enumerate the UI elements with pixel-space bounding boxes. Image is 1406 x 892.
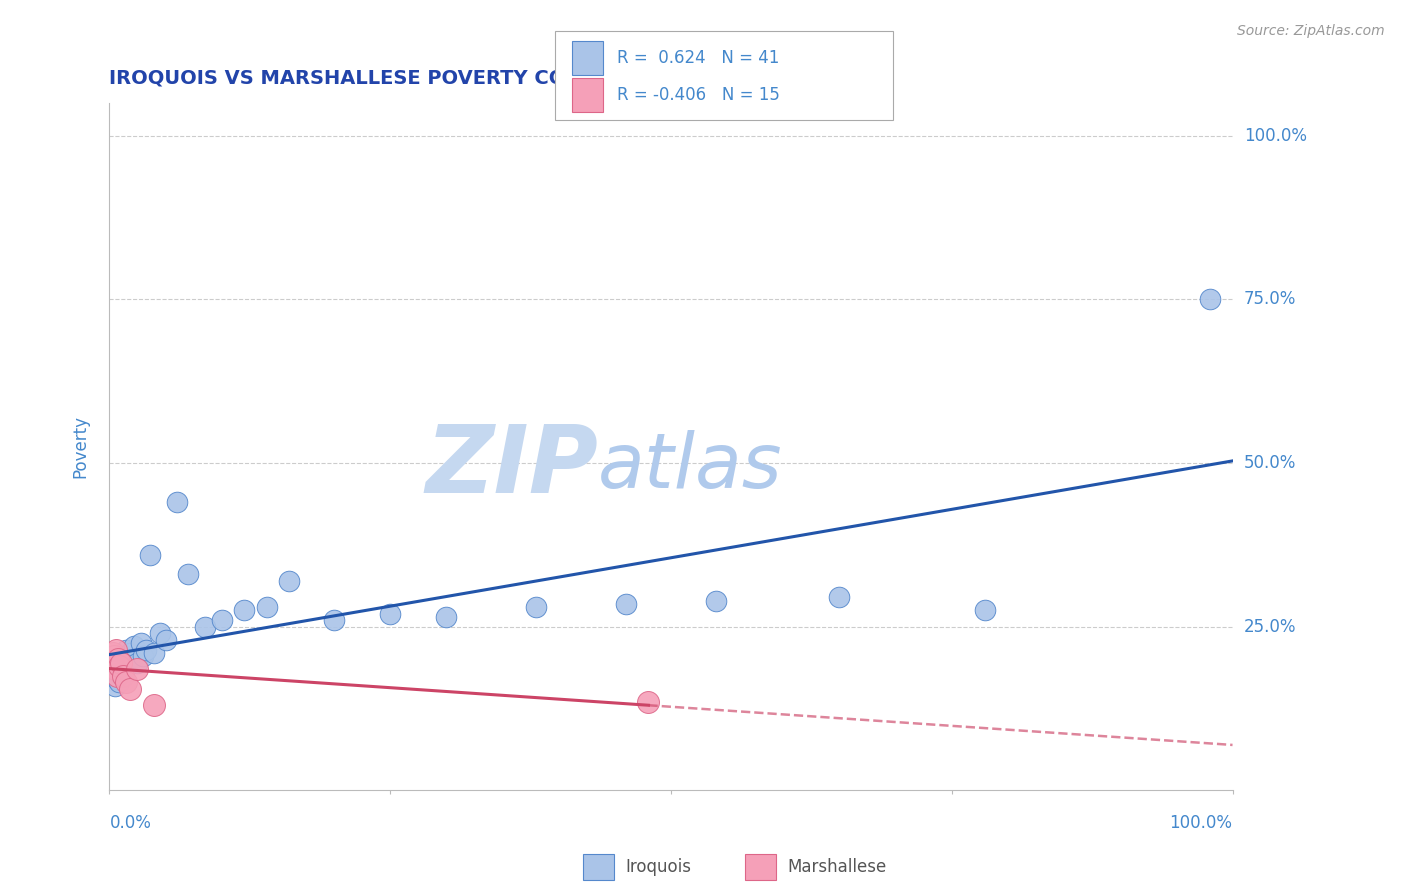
Point (524, 600, 547, 615)
Point (112, 662, 135, 676)
Point (143, 646, 166, 660)
Point (105, 659, 128, 673)
Text: ZIP: ZIP (425, 421, 598, 513)
Point (115, 675, 138, 690)
Point (108, 659, 131, 673)
Point (104, 662, 127, 676)
Point (117, 659, 139, 673)
Point (177, 567, 200, 582)
Point (127, 662, 149, 676)
Point (211, 613, 233, 627)
Point (127, 656, 149, 670)
Point (108, 675, 131, 690)
Point (115, 642, 138, 657)
Point (139, 548, 162, 562)
Point (974, 603, 997, 617)
Point (105, 642, 128, 657)
Y-axis label: Poverty: Poverty (72, 415, 89, 478)
Point (704, 593, 727, 607)
Text: Iroquois: Iroquois (626, 858, 692, 876)
Point (637, 695, 659, 709)
Point (380, 607, 402, 621)
Text: Source: ZipAtlas.com: Source: ZipAtlas.com (1237, 24, 1385, 38)
Point (110, 656, 132, 670)
Point (828, 591, 851, 605)
Point (278, 574, 301, 588)
Point (155, 632, 177, 647)
Point (101, 665, 124, 680)
Point (434, 610, 457, 624)
Point (105, 669, 128, 683)
Text: 100.0%: 100.0% (1244, 127, 1306, 145)
Point (105, 672, 128, 686)
Point (194, 620, 217, 634)
Text: 25.0%: 25.0% (1244, 617, 1296, 636)
Point (256, 600, 278, 615)
Text: R = -0.406   N = 15: R = -0.406 N = 15 (617, 87, 780, 104)
Point (100, 669, 122, 683)
Text: 75.0%: 75.0% (1244, 291, 1296, 309)
Point (103, 662, 125, 676)
Point (233, 603, 256, 617)
Point (107, 656, 129, 670)
Point (1199, 293, 1222, 307)
Text: 50.0%: 50.0% (1244, 454, 1296, 472)
Point (132, 649, 155, 664)
Point (323, 613, 346, 627)
Point (111, 669, 134, 683)
Text: 100.0%: 100.0% (1170, 814, 1233, 832)
Point (143, 698, 166, 713)
Text: 0.0%: 0.0% (110, 814, 152, 832)
Point (111, 665, 134, 680)
Point (103, 649, 125, 664)
Point (149, 626, 172, 640)
Point (104, 679, 127, 693)
Text: atlas: atlas (598, 430, 783, 504)
Point (118, 646, 141, 660)
Point (129, 636, 152, 650)
Point (107, 652, 129, 666)
Point (111, 669, 134, 683)
Point (614, 597, 637, 611)
Point (110, 652, 132, 666)
Text: Marshallese: Marshallese (787, 858, 887, 876)
Point (118, 681, 141, 696)
Point (100, 656, 122, 670)
Point (121, 652, 143, 666)
Point (101, 646, 124, 660)
Point (122, 640, 145, 654)
Text: IROQUOIS VS MARSHALLESE POVERTY CORRELATION CHART: IROQUOIS VS MARSHALLESE POVERTY CORRELAT… (110, 69, 768, 87)
Text: R =  0.624   N = 41: R = 0.624 N = 41 (617, 49, 779, 67)
Point (135, 642, 157, 657)
Point (166, 495, 188, 509)
